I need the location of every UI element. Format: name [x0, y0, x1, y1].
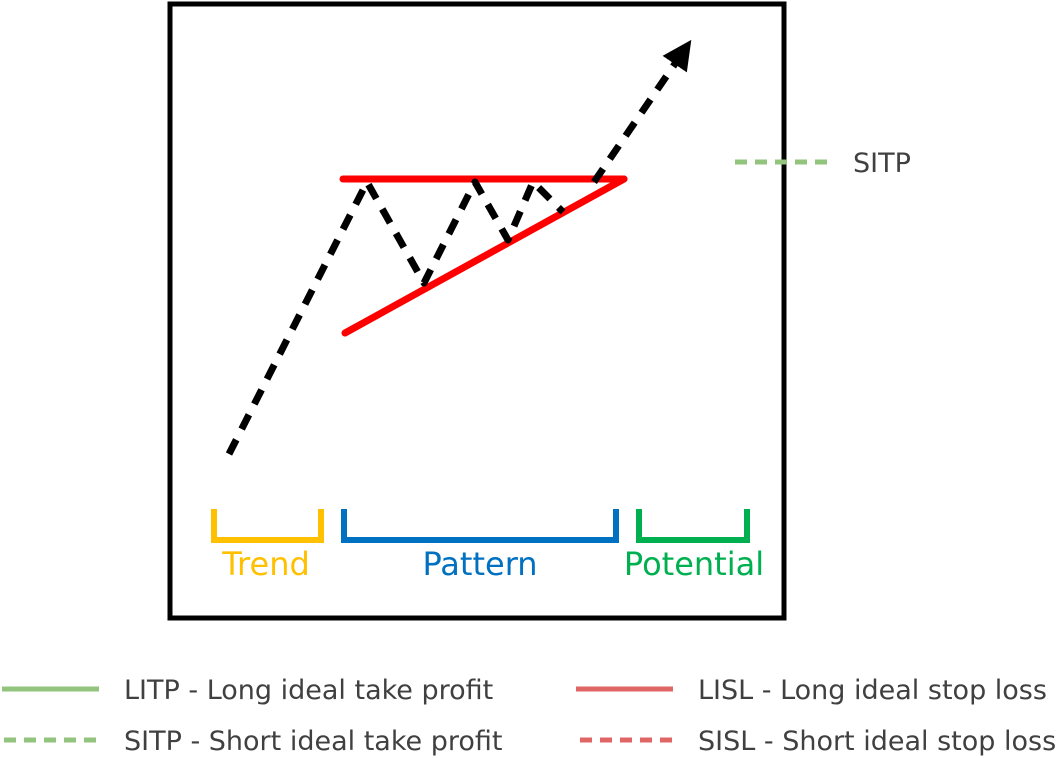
legend-label-sisl: SISL - Short ideal stop loss	[698, 726, 1056, 757]
legend-label-sitp: SITP - Short ideal take profit	[124, 726, 502, 757]
potential-bracket	[636, 509, 750, 543]
price-path	[225, 178, 566, 456]
potential-label: Potential	[624, 545, 764, 583]
trend-label: Trend	[221, 545, 310, 583]
legend: LITP - Long ideal take profit LISL - Lon…	[2, 675, 1056, 757]
pattern-bracket	[341, 509, 619, 543]
side-marker-label: SITP	[853, 148, 911, 179]
pattern-label: Pattern	[422, 545, 537, 583]
support-line	[341, 175, 628, 337]
trend-bracket	[211, 509, 324, 543]
diagram-frame	[167, 1, 787, 621]
legend-label-lisl: LISL - Long ideal stop loss	[698, 675, 1047, 706]
breakout-arrow	[591, 39, 692, 184]
legend-label-litp: LITP - Long ideal take profit	[124, 675, 493, 706]
